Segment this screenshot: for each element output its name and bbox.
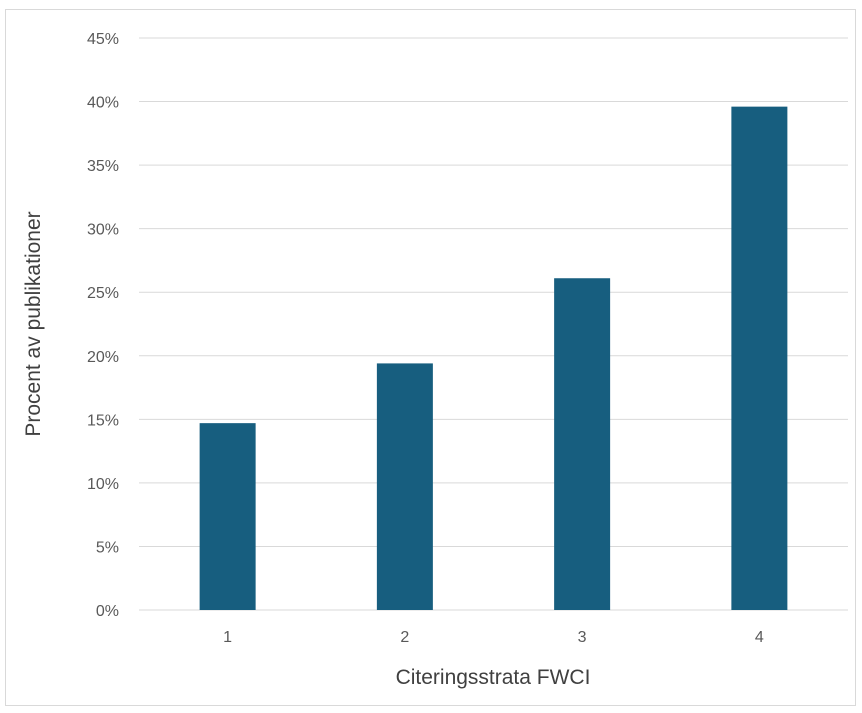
y-tick-label: 25% bbox=[87, 285, 119, 302]
x-tick-labels: 1 2 3 4 bbox=[223, 629, 764, 646]
y-tick-label: 45% bbox=[87, 31, 119, 48]
bars bbox=[199, 106, 788, 610]
x-tick-label: 1 bbox=[223, 629, 232, 646]
y-tick-label: 0% bbox=[96, 603, 119, 620]
y-axis-title: Procent av publikationer bbox=[22, 211, 45, 436]
x-tick-label: 3 bbox=[578, 629, 587, 646]
bar-1 bbox=[199, 423, 256, 610]
bar-2 bbox=[376, 363, 433, 610]
y-tick-label: 10% bbox=[87, 476, 119, 493]
y-tick-label: 20% bbox=[87, 349, 119, 366]
y-tick-label: 5% bbox=[96, 539, 119, 556]
y-tick-labels: 0% 5% 10% 15% 20% 25% 30% 35% 40% 45% bbox=[87, 31, 119, 620]
y-tick-label: 30% bbox=[87, 222, 119, 239]
bar-4 bbox=[731, 106, 788, 610]
gridlines bbox=[139, 37, 848, 611]
bar-3 bbox=[554, 278, 611, 610]
x-tick-label: 2 bbox=[400, 629, 409, 646]
x-axis-title: Citeringsstrata FWCI bbox=[396, 666, 591, 689]
y-tick-label: 15% bbox=[87, 412, 119, 429]
y-tick-label: 40% bbox=[87, 95, 119, 112]
y-tick-label: 35% bbox=[87, 158, 119, 175]
x-tick-label: 4 bbox=[755, 629, 764, 646]
